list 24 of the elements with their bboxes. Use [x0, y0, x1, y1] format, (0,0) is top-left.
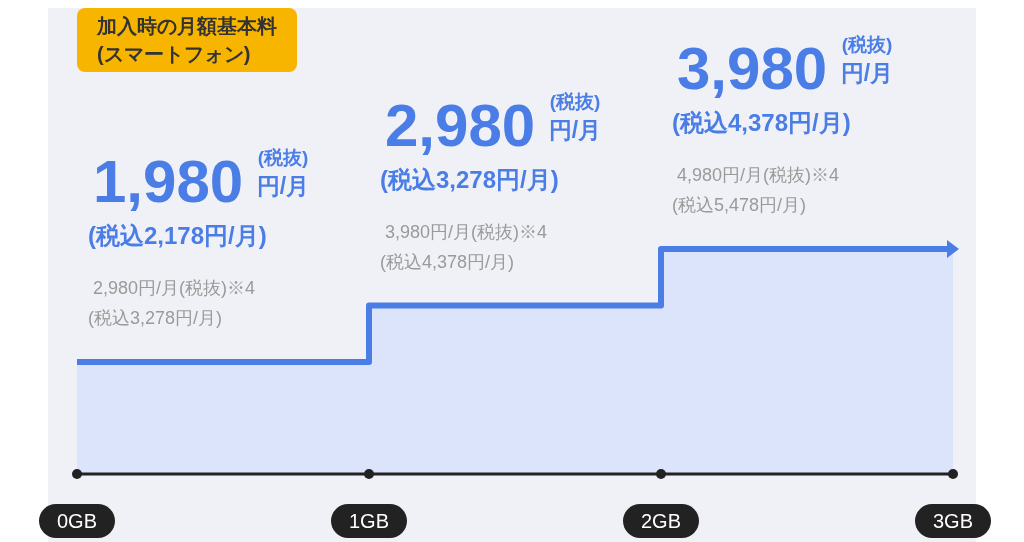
text: 円/月	[548, 116, 602, 143]
annotation: (税込2,178円/月)	[88, 222, 267, 250]
text: (税抜)	[841, 34, 893, 55]
x-tick-label: 1GB	[348, 510, 390, 532]
text: 4,980円/月(税抜)※4	[677, 165, 840, 185]
x-tick-label: 2GB	[640, 510, 682, 532]
annotation: 2,980円/月(税抜)※4	[93, 278, 256, 299]
text: (税込3,278円/月)	[380, 165, 559, 193]
text: (税込4,378円/月)	[672, 109, 851, 136]
text: (税込5,478円/月)	[672, 195, 807, 215]
x-tick-label: 0GB	[56, 510, 98, 532]
data-label: 2,980	[385, 91, 536, 159]
data-label: 1,980	[93, 148, 244, 216]
text: (税抜)	[549, 90, 601, 112]
annotation: (税込4,378円/月)	[380, 251, 515, 272]
chart-title: 加入時の月額基本料	[97, 14, 277, 39]
text: 円/月	[256, 173, 310, 200]
annotation: (税込3,278円/月)	[88, 308, 223, 329]
chart-subtitle: (スマートフォン)	[97, 42, 252, 67]
x-tick-label: 3GB	[932, 510, 974, 532]
text: 3,980円/月(税抜)※4	[385, 221, 548, 242]
data-label: 3,980	[677, 35, 828, 102]
text: 円/月	[840, 60, 894, 86]
text: (税抜)	[257, 147, 309, 169]
